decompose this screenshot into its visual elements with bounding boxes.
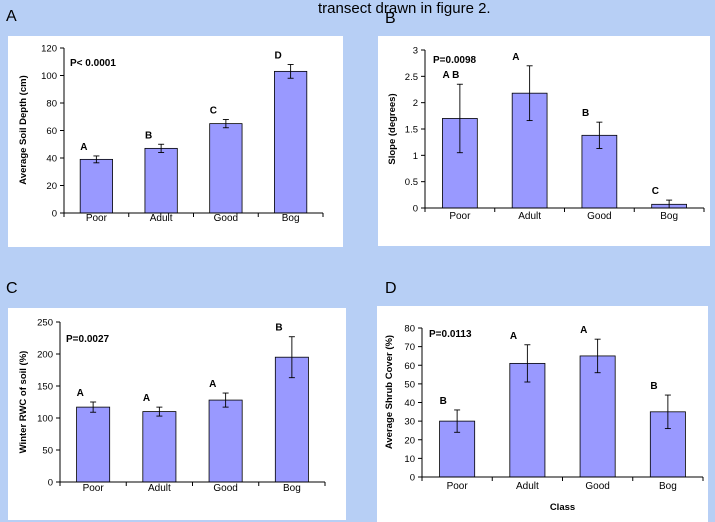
y-tick-label: 80 (404, 324, 415, 335)
significance-letter: A (510, 331, 517, 342)
chart-svg: 0 10 20 30 40 50 60 70 80 B Poor A Adult A Good B Bog P=0… (384, 324, 704, 513)
y-tick-label: 0 (52, 209, 57, 220)
p-value-annotation: P=0.0113 (429, 329, 472, 340)
significance-letter: A (77, 388, 84, 399)
significance-letter: B (440, 396, 447, 407)
p-value-annotation: P< 0.0001 (70, 58, 116, 69)
x-tick-label: Poor (447, 481, 469, 492)
chart-svg: 0 20 40 60 80 100 120 A Poor B Adult C Good D Bog P< 0.… (18, 44, 324, 224)
y-axis-label: Average Soil Depth (cm) (18, 75, 29, 184)
bar-poor (79, 158, 113, 214)
significance-letter: B (145, 130, 152, 141)
y-tick-label: 40 (404, 398, 415, 409)
y-tick-label: 60 (46, 126, 57, 137)
bar-bog (274, 70, 308, 214)
significance-letter: C (210, 106, 217, 117)
p-value-annotation: P=0.0098 (433, 55, 477, 66)
y-tick-label: 1 (413, 151, 418, 162)
x-tick-label: Bog (282, 213, 300, 224)
x-tick-label: Bog (283, 483, 301, 494)
y-tick-label: 20 (46, 181, 57, 192)
significance-letter: B (650, 381, 657, 392)
y-axis-label: Average Shrub Cover (%) (384, 335, 395, 449)
x-tick-label: Adult (148, 483, 171, 494)
x-tick-label: Good (585, 481, 609, 492)
significance-letter: B (275, 323, 282, 334)
significance-letter: A (209, 379, 216, 390)
p-value-annotation: P=0.0027 (66, 334, 110, 345)
panel-letter-a: A (6, 8, 17, 25)
significance-letter: A (80, 142, 87, 153)
chart-panel-shrub-cover: 0 10 20 30 40 50 60 70 80 B Poor A Adult A Good B Bog P=0… (377, 306, 708, 522)
bar-poor (442, 118, 478, 209)
significance-letter: C (652, 186, 659, 197)
chart-svg: 0 0.5 1 1.5 2 2.5 3 A B Poor A Adult B Good C Bog P=0.0… (387, 46, 705, 222)
y-tick-label: 200 (37, 350, 53, 361)
y-tick-label: 150 (37, 382, 53, 393)
chart-panel-slope: 0 0.5 1 1.5 2 2.5 3 A B Poor A Adult B Good C Bog P=0.0… (378, 36, 710, 246)
bar-good (209, 123, 243, 214)
chart-svg: 0 50 100 150 200 250 A Poor A Adult A Good B Bog P=0.0… (18, 318, 326, 494)
x-tick-label: Poor (86, 213, 108, 224)
y-tick-label: 100 (37, 414, 53, 425)
y-tick-label: 50 (42, 446, 53, 457)
y-tick-label: 120 (41, 44, 57, 55)
y-tick-label: 100 (41, 71, 57, 82)
significance-letter: B (582, 108, 589, 119)
y-axis-label: Winter RWC of soil (%) (18, 351, 29, 454)
x-tick-label: Good (213, 483, 237, 494)
y-tick-label: 0 (48, 478, 53, 489)
significance-letter: D (274, 51, 281, 62)
y-tick-label: 50 (404, 379, 415, 390)
bar-good (579, 355, 616, 478)
x-tick-label: Poor (449, 211, 471, 222)
significance-letter: A (143, 393, 150, 404)
bar-adult (144, 147, 178, 214)
bar-poor (76, 406, 111, 483)
y-tick-label: 3 (413, 46, 418, 57)
bar-good (208, 399, 243, 483)
x-tick-label: Poor (83, 483, 105, 494)
y-tick-label: 1.5 (405, 125, 418, 136)
panel-letter-d: D (385, 280, 397, 297)
significance-letter: A (512, 52, 519, 63)
x-tick-label: Adult (518, 211, 541, 222)
significance-letter: A (580, 325, 587, 336)
x-tick-label: Bog (659, 481, 677, 492)
y-tick-label: 0 (410, 473, 415, 484)
y-tick-label: 30 (404, 417, 415, 428)
y-tick-label: 2 (413, 98, 418, 109)
significance-letter: A B (442, 70, 459, 81)
x-tick-label: Good (214, 213, 238, 224)
figure-caption: transect drawn in figure 2. (318, 0, 491, 17)
y-tick-label: 10 (404, 454, 415, 465)
y-tick-label: 40 (46, 154, 57, 165)
x-tick-label: Bog (660, 211, 678, 222)
y-tick-label: 2.5 (405, 72, 418, 83)
x-tick-label: Good (587, 211, 611, 222)
x-tick-label: Adult (516, 481, 539, 492)
y-tick-label: 250 (37, 318, 53, 329)
y-tick-label: 60 (404, 361, 415, 372)
bar-adult (142, 411, 177, 483)
chart-panel-soil-depth: 0 20 40 60 80 100 120 A Poor B Adult C Good D Bog P< 0.… (8, 36, 343, 247)
y-tick-label: 0.5 (405, 177, 418, 188)
y-tick-label: 20 (404, 435, 415, 446)
y-tick-label: 80 (46, 99, 57, 110)
chart-panel-winter-rwc: 0 50 100 150 200 250 A Poor A Adult A Good B Bog P=0.0… (8, 308, 346, 520)
panel-letter-c: C (6, 280, 18, 297)
x-axis-label: Class (550, 502, 575, 513)
y-tick-label: 0 (413, 204, 418, 215)
y-tick-label: 70 (404, 342, 415, 353)
x-tick-label: Adult (150, 213, 173, 224)
y-axis-label: Slope (degrees) (387, 93, 398, 164)
panel-letter-b: B (385, 10, 396, 27)
